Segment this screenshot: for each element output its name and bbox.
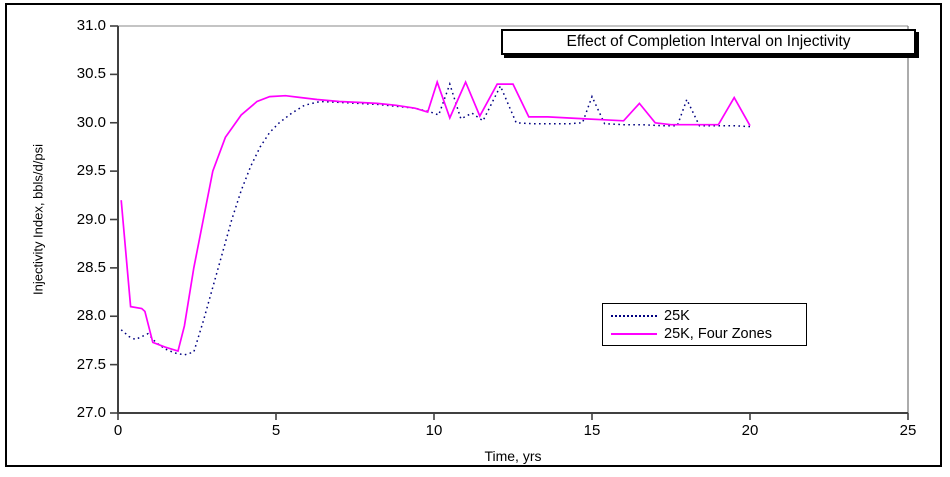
legend-item: 25K bbox=[611, 307, 800, 325]
x-tick-label: 15 bbox=[583, 422, 601, 439]
chart-outer-border bbox=[5, 3, 942, 467]
x-tick-label: 10 bbox=[425, 422, 443, 439]
legend-sample-dotted-line bbox=[611, 315, 657, 317]
y-tick-label: 31.0 bbox=[76, 17, 106, 34]
legend-label: 25K bbox=[664, 307, 690, 324]
chart-title-box: Effect of Completion Interval on Injecti… bbox=[501, 29, 916, 55]
y-tick-label: 29.5 bbox=[76, 162, 106, 180]
y-tick-label: 28.5 bbox=[76, 258, 106, 276]
x-axis-title: Time, yrs bbox=[484, 448, 542, 464]
legend-label: 25K, Four Zones bbox=[664, 325, 772, 342]
series-line-25k-four-zones bbox=[120, 79, 751, 353]
y-tick-label: 30.5 bbox=[76, 65, 106, 83]
x-tick-label: 20 bbox=[741, 422, 759, 439]
y-tick-label: 27.5 bbox=[76, 355, 106, 373]
x-tick-label: 25 bbox=[899, 422, 917, 439]
legend-sample-solid-line bbox=[611, 333, 657, 335]
y-axis-title: Injectivity Index, bbls/d/psi bbox=[30, 143, 46, 296]
chart-title: Effect of Completion Interval on Injecti… bbox=[566, 33, 851, 50]
y-tick-label: 27.0 bbox=[76, 404, 106, 421]
x-tick-label: 0 bbox=[113, 422, 123, 439]
y-tick-label: 29.0 bbox=[76, 210, 106, 228]
x-tick-label: 5 bbox=[271, 422, 281, 439]
series-line-25k bbox=[120, 81, 751, 356]
legend-item: 25K, Four Zones bbox=[611, 325, 800, 343]
legend: 25K 25K, Four Zones bbox=[602, 303, 807, 346]
y-tick-label: 30.0 bbox=[76, 113, 106, 131]
y-tick-label: 28.0 bbox=[76, 307, 106, 325]
